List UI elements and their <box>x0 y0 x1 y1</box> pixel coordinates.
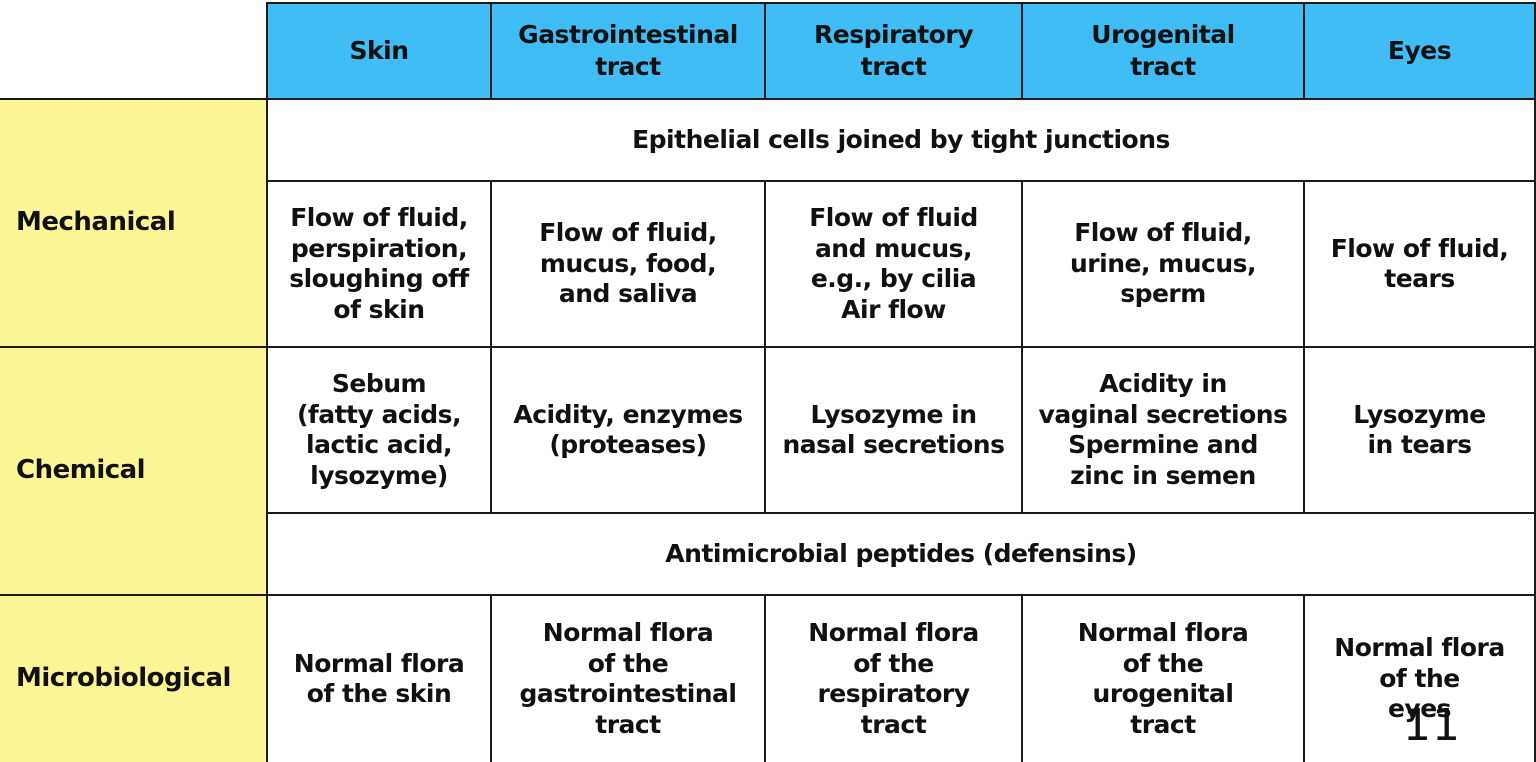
mechanical-urogenital-cell: Flow of fluid, urine, mucus, sperm <box>1021 180 1305 348</box>
page-number: 11 <box>1403 700 1461 751</box>
chemical-shared-cell: Antimicrobial peptides (defensins) <box>266 512 1536 596</box>
microbiological-eyes-cell: Normal flora of the eyes <box>1303 594 1536 762</box>
row-label-microbiological: Microbiological <box>0 594 268 762</box>
microbiological-urogenital-cell: Normal flora of the urogenital tract <box>1021 594 1305 762</box>
column-header-urogenital: Urogenital tract <box>1021 2 1305 100</box>
microbiological-skin-cell: Normal flora of the skin <box>266 594 492 762</box>
mechanical-eyes-cell: Flow of fluid, tears <box>1303 180 1536 348</box>
chemical-gastrointestinal-cell: Acidity, enzymes (proteases) <box>490 346 766 514</box>
chemical-respiratory-cell: Lysozyme in nasal secretions <box>764 346 1023 514</box>
mechanical-shared-cell: Epithelial cells joined by tight junctio… <box>266 98 1536 182</box>
microbiological-gastrointestinal-cell: Normal flora of the gastrointestinal tra… <box>490 594 766 762</box>
chemical-urogenital-cell: Acidity in vaginal secretions Spermine a… <box>1021 346 1305 514</box>
mechanical-respiratory-cell: Flow of fluid and mucus, e.g., by cilia … <box>764 180 1023 348</box>
mechanical-gastrointestinal-cell: Flow of fluid, mucus, food, and saliva <box>490 180 766 348</box>
row-label-chemical: Chemical <box>0 346 268 596</box>
row-label-mechanical: Mechanical <box>0 98 268 348</box>
column-header-eyes: Eyes <box>1303 2 1536 100</box>
mechanical-skin-cell: Flow of fluid, perspiration, sloughing o… <box>266 180 492 348</box>
chemical-skin-cell: Sebum (fatty acids, lactic acid, lysozym… <box>266 346 492 514</box>
column-header-skin: Skin <box>266 2 492 100</box>
chemical-eyes-cell: Lysozyme in tears <box>1303 346 1536 514</box>
column-header-gastrointestinal: Gastrointestinal tract <box>490 2 766 100</box>
column-header-respiratory: Respiratory tract <box>764 2 1023 100</box>
microbiological-respiratory-cell: Normal flora of the respiratory tract <box>764 594 1023 762</box>
